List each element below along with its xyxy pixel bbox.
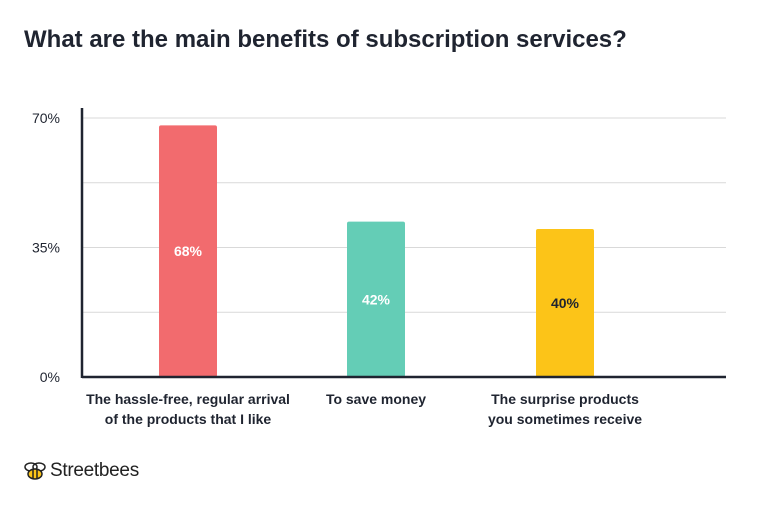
y-tick-label: 35% — [32, 240, 60, 256]
data-label: 42% — [362, 291, 391, 307]
bee-icon — [24, 462, 46, 480]
y-tick-label: 70% — [32, 110, 60, 126]
data-label: 40% — [551, 295, 580, 311]
x-category-label: The surprise products — [491, 391, 639, 407]
x-category-label: you sometimes receive — [488, 411, 642, 427]
data-label: 68% — [174, 243, 203, 259]
x-category-label: To save money — [326, 391, 426, 407]
y-tick-label: 0% — [40, 369, 60, 385]
bar — [159, 125, 217, 378]
bar — [536, 229, 594, 377]
x-category-label: of the products that I like — [105, 411, 272, 427]
streetbees-logo: Streetbees — [24, 458, 139, 484]
bar — [347, 221, 405, 377]
x-category-label: The hassle-free, regular arrival — [86, 391, 290, 407]
brand-name: Streetbees — [50, 460, 139, 481]
chart-title: What are the main benefits of subscripti… — [24, 26, 627, 53]
